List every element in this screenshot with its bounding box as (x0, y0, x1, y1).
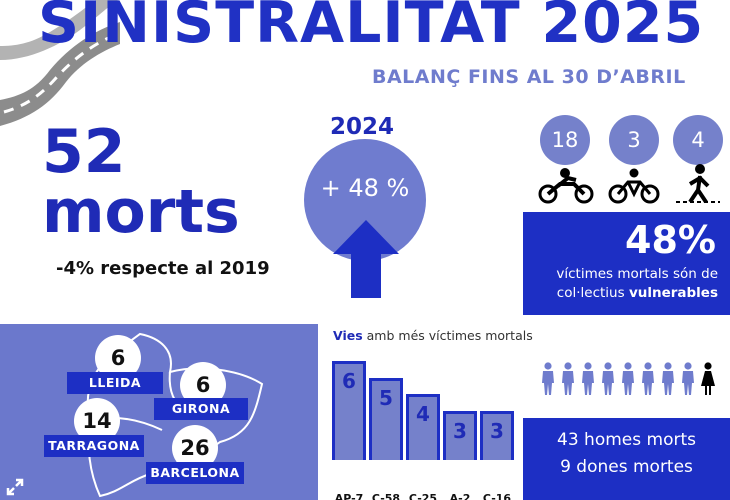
gender-icons (540, 362, 730, 398)
road-bar-value: 6 (342, 369, 356, 393)
change-value: + 48 % (320, 174, 410, 202)
bicycle-icon (608, 168, 660, 204)
vulnerable-panel (523, 212, 730, 315)
deaths-comparison: -4% respecte al 2019 (56, 258, 270, 279)
gender-panel (523, 418, 730, 500)
expand-icon (6, 478, 24, 496)
men-deaths: 43 homes morts (557, 430, 696, 450)
man-icon (622, 362, 634, 395)
road-bar-label: A-2 (449, 492, 471, 500)
road-bar (480, 410, 514, 460)
vulnerable-keyword: vulnerables (628, 285, 718, 301)
road-bar-value: 3 (453, 418, 467, 443)
man-icon (602, 362, 614, 395)
road-bar-label: C-16 (482, 492, 512, 500)
women-deaths: 9 dones mortes (560, 457, 693, 477)
man-icon (682, 362, 694, 395)
province-label-girona: GIRONA (154, 398, 248, 420)
arrow-up-icon (333, 220, 399, 298)
bicycle-count: 3 (609, 115, 659, 165)
road-bar-label: C-25 (408, 492, 438, 500)
province-label-barcelona: BARCELONA (146, 462, 244, 484)
province-label-lleida: LLEIDA (67, 372, 163, 394)
man-icon (642, 362, 654, 395)
roads-chart-title: Vies amb més víctimes mortals (333, 328, 533, 343)
deaths-count: 52 (42, 117, 126, 187)
road-bar-value: 4 (416, 402, 430, 426)
man-icon (542, 362, 554, 395)
pedestrian-icon (676, 164, 720, 204)
comparison-year: 2024 (330, 114, 395, 140)
vulnerable-percent: 48% (625, 218, 716, 262)
man-icon (562, 362, 574, 395)
road-bar-label: AP-7 (334, 492, 364, 500)
road-bar-value: 3 (490, 418, 504, 443)
woman-icon (701, 362, 715, 395)
road-bar (406, 394, 440, 460)
motorcycle-count: 18 (540, 115, 590, 165)
page-subtitle: BALANÇ FINS AL 30 D’ABRIL (372, 66, 686, 88)
road-bar (443, 410, 477, 460)
roads-bar-chart: 6 AP-7 5 C-58 4 C-25 3 A-2 3 C-16 (330, 345, 520, 500)
province-label-tarragona: TARRAGONA (44, 435, 144, 457)
road-bar-value: 5 (379, 385, 393, 410)
deaths-unit: morts (42, 177, 240, 247)
page-title: SINISTRALITAT 2025 (38, 0, 705, 56)
vulnerable-text-line2: col·lectius vulnerables (556, 285, 718, 301)
road-bar-label: C-58 (371, 492, 401, 500)
road-bar (369, 377, 403, 460)
road-illustration (0, 0, 120, 126)
man-icon (662, 362, 674, 395)
motorcycle-icon (538, 168, 594, 204)
vulnerable-text-line1: víctimes mortals són de (556, 266, 718, 282)
man-icon (582, 362, 594, 395)
pedestrian-count: 4 (673, 115, 723, 165)
road-bar (332, 361, 366, 460)
